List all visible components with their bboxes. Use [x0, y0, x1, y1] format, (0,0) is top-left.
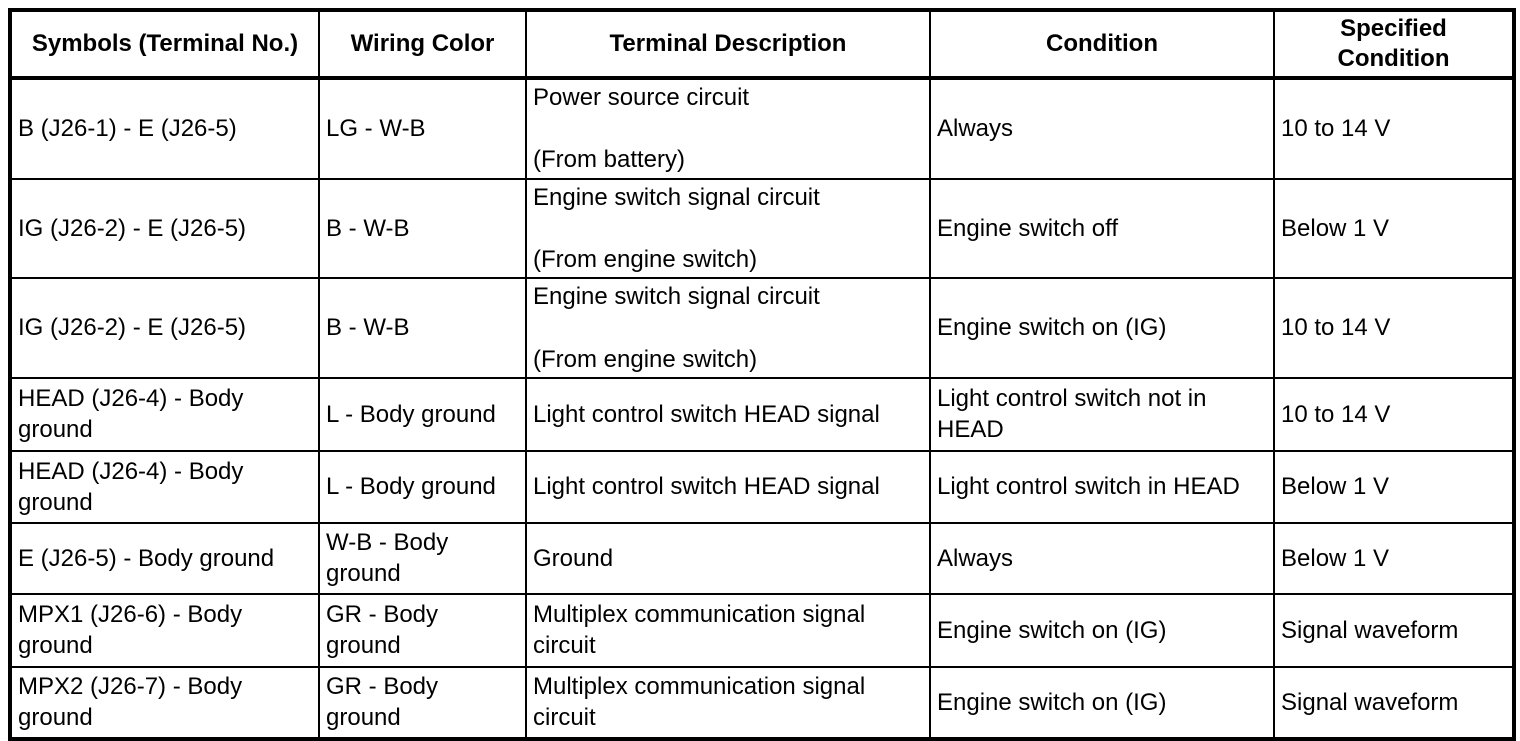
header-row: Symbols (Terminal No.) Wiring Color Termin… [9, 9, 1515, 80]
cell-specified-condition: Signal waveform [1273, 592, 1515, 668]
cell-description: Engine switch signal circuit (From engin… [525, 177, 931, 280]
cell-specified-condition: 10 to 14 V [1273, 376, 1515, 452]
cell-symbols: B (J26-1) - E (J26-5) [9, 77, 320, 180]
table-row-3: IG (J26-2) - E (J26-5) B - W-B Engine swit… [9, 277, 1515, 379]
cell-symbols: MPX2 (J26-7) - Body ground [9, 665, 320, 740]
table-row-6: E (J26-5) - Body ground W-B - Body ground… [9, 521, 1515, 595]
table-row-4: HEAD (J26-4) - Body ground L - Body groun… [9, 376, 1515, 452]
cell-symbols: MPX1 (J26-6) - Body ground [9, 592, 320, 668]
cell-condition: Engine switch on (IG) [929, 277, 1275, 379]
cell-wiring-color: LG - W-B [318, 77, 527, 180]
table-row-8: MPX2 (J26-7) - Body ground GR - Body grou… [9, 665, 1515, 740]
cell-symbols: E (J26-5) - Body ground [9, 521, 320, 595]
cell-description: Light control switch HEAD signal [525, 449, 931, 524]
cell-condition: Light control switch in HEAD [929, 449, 1275, 524]
cell-description: Power source circuit (From battery) [525, 77, 931, 180]
cell-description: Ground [525, 521, 931, 595]
column-header-specified-condition: Specified Condition [1273, 9, 1515, 80]
table-header: Symbols (Terminal No.) Wiring Color Termin… [9, 9, 1515, 80]
cell-wiring-color: B - W-B [318, 277, 527, 379]
cell-condition: Light control switch not in HEAD [929, 376, 1275, 452]
cell-symbols: HEAD (J26-4) - Body ground [9, 449, 320, 524]
cell-wiring-color: L - Body ground [318, 376, 527, 452]
cell-description: Light control switch HEAD signal [525, 376, 931, 452]
cell-wiring-color: L - Body ground [318, 449, 527, 524]
table-body: B (J26-1) - E (J26-5) LG - W-B Power sourc… [9, 77, 1515, 740]
cell-wiring-color: GR - Body ground [318, 665, 527, 740]
cell-condition: Engine switch on (IG) [929, 592, 1275, 668]
cell-condition: Always [929, 521, 1275, 595]
column-header-wiring-color: Wiring Color [318, 9, 527, 80]
terminal-inspection-table: Symbols (Terminal No.) Wiring Color Termin… [8, 8, 1516, 741]
cell-condition: Engine switch off [929, 177, 1275, 280]
cell-specified-condition: Below 1 V [1273, 449, 1515, 524]
cell-symbols: HEAD (J26-4) - Body ground [9, 376, 320, 452]
cell-symbols: IG (J26-2) - E (J26-5) [9, 177, 320, 280]
cell-specified-condition: 10 to 14 V [1273, 277, 1515, 379]
cell-description: Multiplex communication signal circuit [525, 665, 931, 740]
cell-description: Engine switch signal circuit (From engin… [525, 277, 931, 379]
cell-description: Multiplex communication signal circuit [525, 592, 931, 668]
cell-specified-condition: Signal waveform [1273, 665, 1515, 740]
cell-wiring-color: GR - Body ground [318, 592, 527, 668]
table-row-2: IG (J26-2) - E (J26-5) B - W-B Engine swit… [9, 177, 1515, 280]
cell-wiring-color: B - W-B [318, 177, 527, 280]
cell-specified-condition: Below 1 V [1273, 521, 1515, 595]
column-header-symbols: Symbols (Terminal No.) [9, 9, 320, 80]
column-header-condition: Condition [929, 9, 1275, 80]
cell-condition: Engine switch on (IG) [929, 665, 1275, 740]
cell-wiring-color: W-B - Body ground [318, 521, 527, 595]
column-header-description: Terminal Description [525, 9, 931, 80]
cell-symbols: IG (J26-2) - E (J26-5) [9, 277, 320, 379]
cell-condition: Always [929, 77, 1275, 180]
table-row-1: B (J26-1) - E (J26-5) LG - W-B Power sourc… [9, 77, 1515, 180]
table-row-7: MPX1 (J26-6) - Body ground GR - Body grou… [9, 592, 1515, 668]
table-row-5: HEAD (J26-4) - Body ground L - Body groun… [9, 449, 1515, 524]
cell-specified-condition: Below 1 V [1273, 177, 1515, 280]
cell-specified-condition: 10 to 14 V [1273, 77, 1515, 180]
